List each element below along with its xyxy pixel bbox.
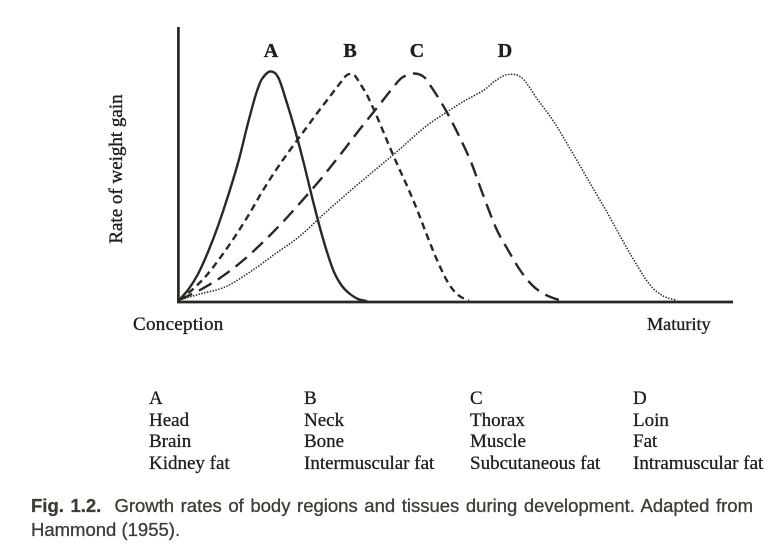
svg-text:B: B bbox=[343, 40, 356, 62]
svg-text:A: A bbox=[264, 40, 279, 62]
svg-text:D: D bbox=[498, 40, 512, 62]
svg-text:C: C bbox=[410, 40, 424, 62]
svg-text:Maturity: Maturity bbox=[647, 314, 712, 334]
svg-text:Rate of weight gain: Rate of weight gain bbox=[106, 94, 127, 244]
svg-text:Conception: Conception bbox=[133, 314, 224, 335]
